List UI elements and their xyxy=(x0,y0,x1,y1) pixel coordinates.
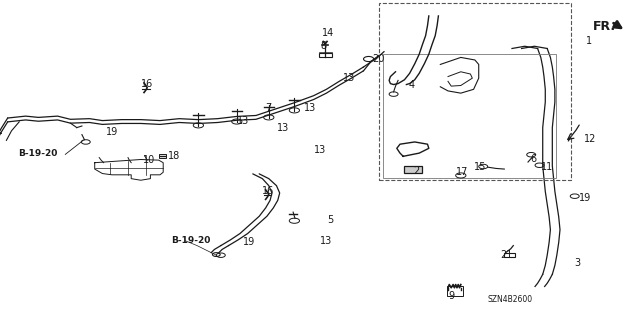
Text: 6: 6 xyxy=(530,154,536,165)
Text: FR.: FR. xyxy=(593,20,616,33)
Text: 13: 13 xyxy=(320,236,332,246)
Text: 18: 18 xyxy=(168,151,180,161)
Text: 13: 13 xyxy=(304,103,316,114)
Text: SZN4B2600: SZN4B2600 xyxy=(488,295,533,304)
Text: 14: 14 xyxy=(322,28,334,39)
Text: 19: 19 xyxy=(579,193,591,204)
Bar xyxy=(159,154,166,158)
Bar xyxy=(447,286,463,296)
Text: 9: 9 xyxy=(448,291,454,301)
Text: 19: 19 xyxy=(243,237,255,248)
Text: 13: 13 xyxy=(314,145,326,155)
Text: 20: 20 xyxy=(372,54,385,64)
Text: 19: 19 xyxy=(106,127,118,137)
Text: 4: 4 xyxy=(408,79,415,90)
Text: 16: 16 xyxy=(262,186,275,197)
Bar xyxy=(319,53,332,57)
Text: 13: 13 xyxy=(237,116,249,126)
Text: 3: 3 xyxy=(574,258,580,268)
Text: 16: 16 xyxy=(141,78,153,89)
Text: 15: 15 xyxy=(474,162,486,173)
Text: B-19-20: B-19-20 xyxy=(172,236,211,245)
Text: 5: 5 xyxy=(328,215,334,225)
Text: B-19-20: B-19-20 xyxy=(18,149,58,158)
Text: 7: 7 xyxy=(266,103,272,114)
Bar xyxy=(379,3,571,180)
Text: 10: 10 xyxy=(143,155,156,165)
Text: 2: 2 xyxy=(413,166,419,176)
Text: 8: 8 xyxy=(320,41,326,51)
Bar xyxy=(404,166,422,173)
Text: 17: 17 xyxy=(456,167,468,177)
Text: 21: 21 xyxy=(500,250,513,260)
Text: 1: 1 xyxy=(586,36,592,47)
Bar xyxy=(383,54,556,178)
Text: 12: 12 xyxy=(584,134,596,144)
Text: 13: 13 xyxy=(276,122,289,133)
Text: 11: 11 xyxy=(541,161,553,172)
Bar xyxy=(504,253,515,257)
Text: 13: 13 xyxy=(343,73,355,83)
